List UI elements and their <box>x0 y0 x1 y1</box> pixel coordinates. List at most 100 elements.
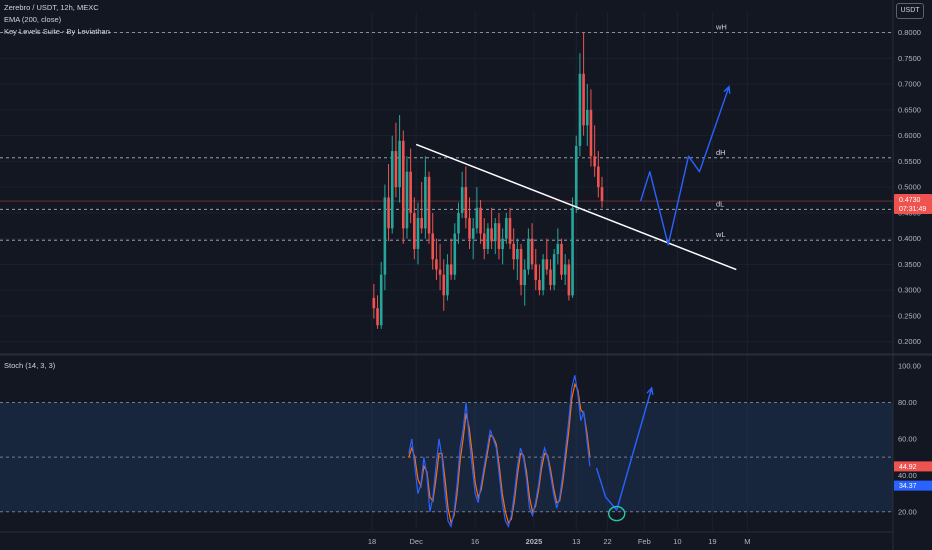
candle-up <box>460 187 464 213</box>
candle-down <box>376 308 379 326</box>
candle-down <box>593 156 596 167</box>
time-tick-label: 19 <box>708 537 716 546</box>
candle-down <box>549 269 552 286</box>
candle-down <box>431 233 435 260</box>
stoch-k-badge <box>894 461 932 472</box>
legend-symbol: Zerebro / USDT, 12h, MEXC <box>4 3 99 12</box>
candle-up <box>516 248 519 260</box>
candle-up <box>471 228 475 239</box>
candle-up <box>398 140 401 188</box>
trendline <box>415 143 737 271</box>
candle-down <box>413 212 416 249</box>
candle-up <box>379 274 383 326</box>
stoch-tick-label: 40.00 <box>898 471 917 480</box>
candle-up <box>493 223 497 242</box>
candle-up <box>523 269 527 286</box>
legend-stoch: Stoch (14, 3, 3) <box>4 361 56 370</box>
price-tick-label: 0.8000 <box>898 28 921 37</box>
time-tick-label: 2025 <box>526 537 543 546</box>
stoch-tick-label: 60.00 <box>898 434 917 443</box>
highlight-circle <box>608 505 626 522</box>
candle-down <box>589 109 593 157</box>
time-tick-label: 10 <box>673 537 681 546</box>
time-tick-label: 18 <box>368 537 376 546</box>
price-tick-label: 0.3000 <box>898 286 921 295</box>
candle-down <box>372 297 376 309</box>
candle-down <box>464 187 468 219</box>
candles <box>372 32 604 329</box>
candle-up <box>383 197 387 275</box>
candle-down <box>567 264 571 296</box>
stoch-d-value: 34.37 <box>899 483 917 490</box>
candle-down <box>427 176 431 234</box>
candle-up <box>505 218 508 239</box>
candle-down <box>468 218 471 239</box>
candle-down <box>438 269 442 275</box>
candle-down <box>420 218 423 229</box>
candle-up <box>486 228 490 249</box>
drawings[interactable] <box>415 85 737 522</box>
candle-up <box>405 171 409 229</box>
key-level-label: wH <box>715 23 727 32</box>
candle-down <box>442 274 446 296</box>
time-tick-label: 16 <box>471 537 479 546</box>
candle-down <box>449 264 453 275</box>
last-price-value: 0.4730 <box>899 197 921 204</box>
candle-down <box>545 259 549 270</box>
key-levels: wH dH dL wL <box>0 23 893 241</box>
candle-down <box>409 171 412 213</box>
price-tick-label: 0.2500 <box>898 311 921 320</box>
stoch-tick-label: 20.00 <box>898 507 917 516</box>
candle-down <box>482 233 486 249</box>
key-level-label: dH <box>716 148 726 157</box>
stoch-d-badge <box>894 480 932 491</box>
candle-down <box>508 218 512 244</box>
last-price-countdown: 07:31:49 <box>899 206 926 213</box>
candle-down <box>530 238 534 265</box>
time-tick-label: M <box>744 537 750 546</box>
candle-up <box>424 176 427 229</box>
candle-up <box>578 73 582 146</box>
time-tick-label: Dec <box>409 537 423 546</box>
price-tick-label: 0.5000 <box>898 183 921 192</box>
candle-down <box>582 73 585 126</box>
candle-down <box>597 166 600 188</box>
candle-down <box>401 140 405 229</box>
candle-up <box>585 109 589 126</box>
candle-up <box>574 145 578 208</box>
grid <box>0 12 893 530</box>
price-tick-label: 0.7500 <box>898 54 921 63</box>
key-level-label: wL <box>715 230 726 239</box>
candle-up <box>552 254 556 286</box>
price-tick-label: 0.5500 <box>898 157 921 166</box>
currency-button[interactable]: USDT <box>896 3 924 19</box>
time-tick-label: Feb <box>638 537 651 546</box>
candle-up <box>563 264 567 275</box>
price-projection-arrow-head <box>723 85 731 94</box>
price-tick-label: 0.4000 <box>898 234 921 243</box>
candle-up <box>457 212 460 234</box>
candle-down <box>600 187 604 202</box>
candle-down <box>435 259 438 270</box>
price-tick-label: 0.6500 <box>898 105 921 114</box>
stoch-projection-arrow-head <box>646 386 654 395</box>
stoch-tick-label: 80.00 <box>898 398 917 407</box>
candle-up <box>390 151 394 229</box>
time-tick-label: 13 <box>572 537 580 546</box>
candle-down <box>490 228 493 242</box>
candle-up <box>453 233 457 275</box>
legend-key-levels: Key Levels Suite - By Leviathan <box>4 27 110 36</box>
time-tick-label: 22 <box>603 537 611 546</box>
stoch-projection-arrow <box>595 387 653 511</box>
candle-down <box>479 207 482 234</box>
candle-down <box>560 243 563 275</box>
candle-up <box>527 238 530 270</box>
price-tick-label: 0.6000 <box>898 131 921 140</box>
price-projection-arrow <box>639 86 730 246</box>
price-tick-label: 0.2000 <box>898 337 921 346</box>
candle-down <box>387 197 390 229</box>
candle-up <box>541 259 545 291</box>
candle-down <box>519 248 523 286</box>
